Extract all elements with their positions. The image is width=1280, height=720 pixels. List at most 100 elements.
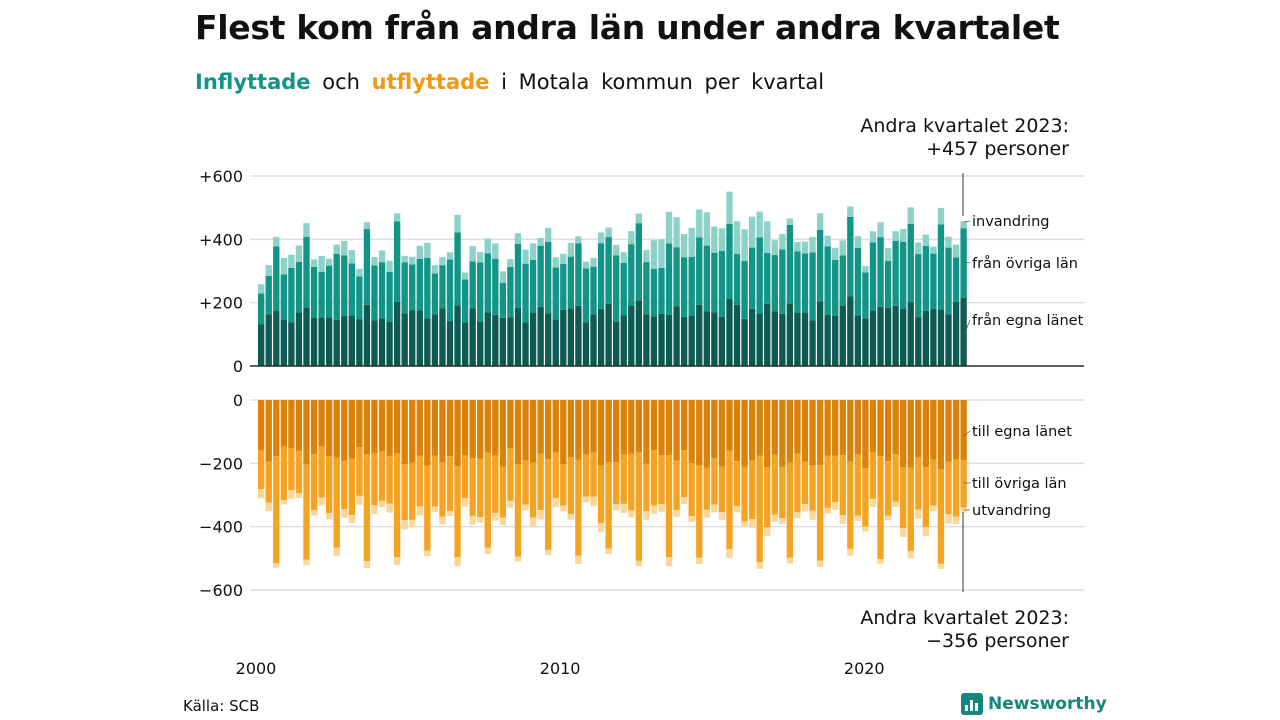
- bar-out-emigration: [922, 526, 930, 537]
- bar-out-emigration: [854, 515, 862, 521]
- bar-out-other-counties: [454, 466, 461, 558]
- bar-out-own-county: [696, 400, 703, 466]
- bar-out-emigration: [680, 497, 688, 505]
- bar-in-other-counties: [816, 229, 824, 302]
- bar-in-other-counties: [771, 255, 778, 312]
- bar-in-own-county: [945, 314, 952, 366]
- bar-out-other-counties: [356, 447, 363, 496]
- bar-out-own-county: [832, 400, 839, 456]
- bar-out-emigration: [726, 549, 733, 558]
- bar-out-emigration: [567, 513, 575, 520]
- bar-in-immigration: [393, 213, 401, 222]
- bar-in-own-county: [522, 322, 529, 366]
- bar-out-own-county: [801, 400, 809, 462]
- bar-out-other-counties: [680, 450, 688, 498]
- bar-out-own-county: [952, 400, 960, 459]
- bar-out-emigration: [741, 521, 748, 527]
- series-label-to-own-county: till egna länet: [972, 424, 1072, 440]
- bar-in-immigration: [620, 252, 627, 263]
- bar-in-immigration: [748, 216, 756, 248]
- series-label-from-other-counties: från övriga län: [972, 255, 1078, 272]
- bar-in-other-counties: [915, 254, 922, 318]
- bar-out-own-county: [854, 400, 862, 455]
- bar-in-immigration: [741, 229, 748, 261]
- bar-out-emigration: [816, 560, 824, 567]
- bar-out-own-county: [431, 400, 439, 456]
- bar-out-emigration: [779, 518, 786, 524]
- bar-in-immigration: [424, 242, 431, 258]
- bar-in-own-county: [726, 298, 733, 366]
- bar-in-immigration: [839, 240, 846, 256]
- bar-out-other-counties: [696, 465, 703, 558]
- bar-in-own-county: [658, 313, 665, 366]
- bar-out-other-counties: [280, 446, 288, 500]
- bar-out-other-counties: [273, 456, 280, 564]
- bar-out-own-county: [439, 400, 446, 463]
- bar-out-own-county: [575, 400, 582, 460]
- bar-in-immigration: [318, 256, 325, 272]
- bar-out-emigration: [673, 510, 680, 518]
- bar-out-emigration: [303, 559, 310, 566]
- bar-out-own-county: [824, 400, 831, 456]
- bar-out-emigration: [824, 507, 831, 514]
- bar-out-emigration: [884, 515, 892, 521]
- bar-in-immigration: [816, 213, 824, 230]
- bar-out-emigration: [718, 512, 726, 520]
- bar-in-own-county: [718, 316, 726, 366]
- bar-out-own-county: [892, 400, 899, 455]
- bar-in-other-counties: [288, 267, 295, 323]
- bar-in-immigration: [937, 207, 945, 225]
- bar-in-immigration: [439, 257, 446, 266]
- bar-in-immigration: [341, 241, 348, 256]
- y-tick-label-bottom: −600: [199, 581, 243, 600]
- bar-out-emigration: [280, 499, 288, 505]
- bar-out-other-counties: [529, 462, 537, 518]
- bar-in-own-county: [748, 308, 756, 366]
- bar-out-emigration: [613, 504, 620, 511]
- bar-out-emigration: [907, 550, 914, 559]
- bar-out-emigration: [477, 517, 484, 523]
- brand: Newsworthy: [961, 693, 1107, 715]
- bar-out-own-county: [809, 400, 816, 466]
- bar-in-immigration: [703, 212, 710, 246]
- bar-in-immigration: [560, 253, 567, 265]
- bar-out-own-county: [492, 400, 499, 456]
- bar-in-immigration: [348, 250, 355, 264]
- bar-out-other-counties: [363, 454, 371, 562]
- bar-out-emigration: [310, 510, 318, 516]
- bar-in-own-county: [597, 308, 605, 366]
- bar-in-own-county: [424, 318, 431, 366]
- bar-out-emigration: [575, 555, 582, 565]
- bar-out-other-counties: [945, 461, 952, 515]
- bar-out-emigration: [748, 519, 756, 528]
- bar-in-own-county: [446, 321, 454, 366]
- annotation-top: Andra kvartalet 2023: +457 personer: [860, 115, 1069, 161]
- bar-in-other-counties: [378, 262, 386, 319]
- bar-in-own-county: [310, 318, 318, 366]
- bar-out-emigration: [416, 506, 423, 516]
- series-label-connector: [963, 261, 971, 264]
- bar-out-emigration: [847, 548, 854, 556]
- bar-out-emigration: [560, 505, 567, 512]
- bar-out-other-counties: [605, 461, 612, 549]
- bar-in-own-county: [809, 320, 816, 366]
- bar-in-other-counties: [801, 253, 809, 313]
- bar-out-own-county: [318, 400, 325, 447]
- bar-in-own-county: [265, 314, 272, 366]
- bar-in-immigration: [567, 242, 575, 257]
- bar-out-other-counties: [748, 460, 756, 520]
- bar-in-immigration: [764, 221, 771, 253]
- bar-in-own-county: [680, 316, 688, 366]
- bar-out-emigration: [529, 517, 537, 527]
- bar-out-other-counties: [907, 467, 914, 551]
- bar-in-own-county: [688, 315, 695, 366]
- bar-out-other-counties: [295, 451, 303, 494]
- bar-in-own-county: [892, 305, 899, 366]
- bar-out-own-county: [930, 400, 937, 460]
- bar-out-emigration: [461, 498, 469, 507]
- bar-out-own-county: [560, 400, 567, 465]
- bar-in-immigration: [522, 249, 529, 264]
- bar-out-other-counties: [469, 458, 476, 516]
- bar-in-own-county: [386, 321, 393, 366]
- bar-in-immigration: [484, 238, 491, 254]
